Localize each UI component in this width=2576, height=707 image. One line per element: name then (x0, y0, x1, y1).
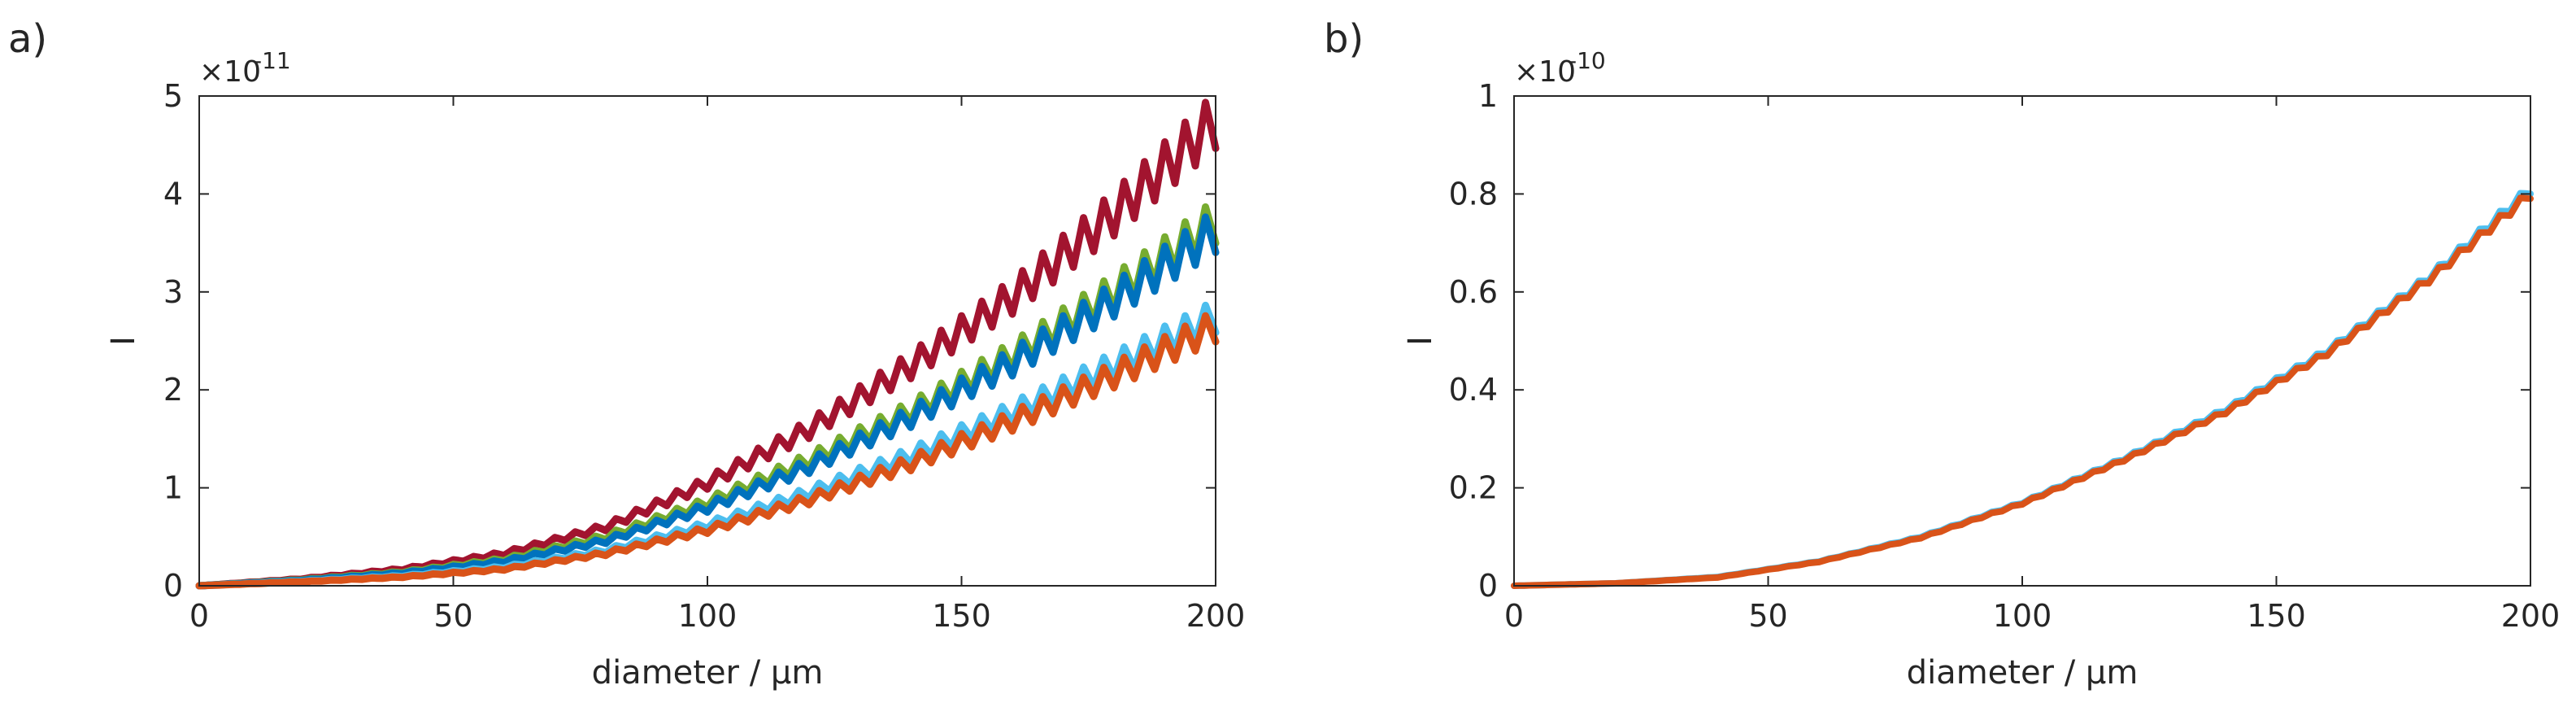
panel-a-series-layer (195, 98, 1220, 590)
panel-a-label: a) (8, 16, 47, 62)
panel-b-label: b) (1324, 16, 1364, 62)
panel-a-ytick-label: 3 (163, 274, 183, 310)
panel-a-series-4-line (195, 301, 1220, 590)
panel-b-ytick-label: 0.6 (1449, 274, 1498, 310)
panel-b-ytick-label: 0 (1478, 568, 1498, 604)
panel-a-xtick-label: 200 (1186, 598, 1246, 634)
panel-b-xlabel: diameter / μm (1907, 654, 2139, 692)
panel-b-ytick-label: 1 (1478, 78, 1498, 114)
panel-b-xtick-label: 100 (1993, 598, 2052, 634)
panel-b: b) ×10 -10 0 50 100 150 200 0 0.2 0.4 0.6 0.8 1 di… (1324, 16, 2560, 692)
panel-a-xtick-label: 0 (189, 598, 209, 634)
panel-a-xtick-label: 100 (678, 598, 738, 634)
panel-a-ytick-label: 2 (163, 372, 183, 408)
panel-b-ytick-label: 0.2 (1449, 470, 1498, 506)
panel-b-series-layer (1511, 190, 2534, 589)
panel-b-xtick-label: 0 (1504, 598, 1524, 634)
panel-b-xtick-label: 200 (2501, 598, 2561, 634)
panel-a-xtick-label: 50 (433, 598, 472, 634)
panel-a-ytick-label: 5 (163, 78, 183, 114)
panel-a: a) ×10 -11 0 50 100 150 200 0 1 2 3 4 5 diameter /… (8, 16, 1245, 692)
panel-b-ylabel: I (1402, 336, 1439, 346)
panel-a-ytick-label: 0 (163, 568, 183, 604)
panel-b-axes-box (1513, 95, 2531, 587)
panel-a-xlabel: diameter / μm (592, 654, 824, 692)
panel-a-exponent: ×10 -11 (199, 47, 291, 89)
panel-b-series-2-line (1511, 194, 2534, 589)
panel-a-exponent-base: ×10 (199, 55, 261, 89)
panel-a-xtick-label: 150 (932, 598, 991, 634)
panel-a-series-5-line (195, 312, 1220, 590)
panel-a-ylabel: I (105, 336, 142, 346)
panel-b-ticks: 0 50 100 150 200 0 0.2 0.4 0.6 0.8 1 (1449, 78, 2561, 634)
panel-b-xtick-label: 150 (2247, 598, 2306, 634)
panel-b-ytick-label: 0.8 (1449, 176, 1498, 212)
panel-a-ytick-label: 4 (163, 176, 183, 212)
panel-a-exponent-power: -11 (254, 47, 291, 74)
panel-b-exponent-power: -10 (1569, 47, 1606, 74)
panel-b-series-1-line (1511, 190, 2534, 589)
panel-b-ytick-label: 0.4 (1449, 372, 1498, 408)
panel-b-exponent-base: ×10 (1514, 55, 1576, 89)
panel-b-xtick-label: 50 (1748, 598, 1787, 634)
panel-b-exponent: ×10 -10 (1514, 47, 1606, 89)
panel-a-ticks: 0 50 100 150 200 0 1 2 3 4 5 (163, 78, 1245, 634)
panel-a-ytick-label: 1 (163, 470, 183, 506)
